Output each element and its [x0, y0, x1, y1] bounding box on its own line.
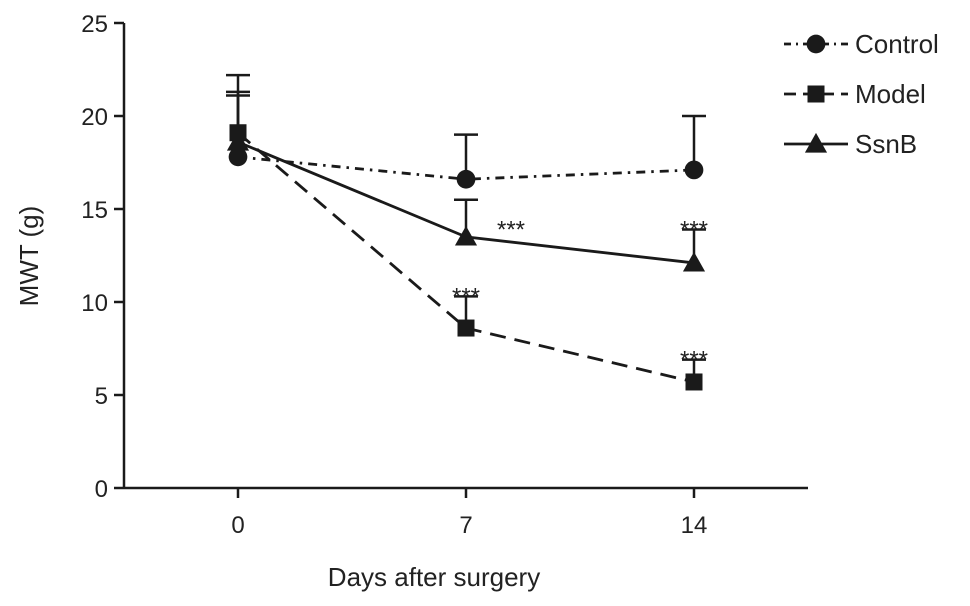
y-axis-label: MWT (g): [14, 206, 44, 307]
data-markers: [226, 124, 706, 391]
point-model: [685, 373, 703, 391]
point-ssnb: [226, 130, 250, 151]
legend: Control Model SsnB: [784, 29, 939, 159]
point-control: [456, 169, 476, 189]
legend-marker-ssnb: [804, 132, 828, 153]
legend-marker-model: [807, 85, 825, 103]
legend-marker-control: [806, 34, 826, 54]
axes: 0 5 10 15 20 25 0 7 14: [81, 11, 808, 539]
legend-label-ssnb: SsnB: [855, 129, 917, 159]
y-tick-label: 0: [95, 476, 108, 503]
x-tick-label: 7: [459, 512, 472, 539]
point-ssnb: [454, 225, 478, 246]
significance-labels: *** *** *** ***: [452, 216, 708, 373]
y-tick-label: 25: [81, 11, 108, 38]
y-tick-label: 15: [81, 197, 108, 224]
x-tick-label: 0: [231, 512, 244, 539]
y-tick-label: 10: [81, 290, 108, 317]
x-tick-label: 14: [681, 512, 708, 539]
point-model: [457, 319, 475, 337]
significance-label: ***: [680, 216, 708, 243]
significance-label: ***: [680, 347, 708, 374]
x-axis-label: Days after surgery: [328, 562, 540, 592]
y-tick-label: 5: [95, 383, 108, 410]
point-control: [684, 160, 704, 180]
legend-label-model: Model: [855, 79, 926, 109]
significance-label: ***: [497, 217, 525, 244]
series-line-control: [237, 155, 695, 181]
legend-label-control: Control: [855, 29, 939, 59]
significance-label: ***: [452, 283, 480, 310]
point-control: [228, 147, 248, 167]
y-tick-label: 20: [81, 104, 108, 131]
point-ssnb: [682, 251, 706, 272]
